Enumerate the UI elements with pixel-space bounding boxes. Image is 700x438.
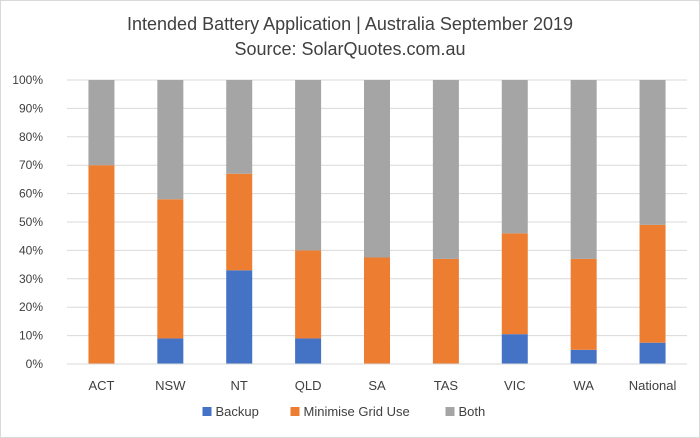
bar-minimise-grid-use-wa — [570, 258, 597, 350]
x-tick-label: WA — [573, 378, 594, 393]
bar-both-wa — [570, 80, 597, 259]
legend-swatch-both — [445, 407, 455, 416]
bar-backup-vic — [501, 334, 528, 364]
bar-minimise-grid-use-tas — [432, 258, 459, 364]
y-tick-label: 50% — [19, 215, 43, 229]
bar-both-nt — [226, 80, 253, 174]
y-tick-label: 70% — [19, 158, 43, 172]
bar-both-nsw — [157, 80, 184, 200]
legend-label-backup: Backup — [216, 404, 259, 419]
legend: Backup Minimise Grid Use Both — [202, 404, 486, 419]
bar-both-national — [639, 80, 666, 225]
y-tick-label: 90% — [19, 101, 43, 115]
y-tick-label: 100% — [12, 73, 43, 87]
legend-swatch-minimise-grid-use — [290, 407, 300, 416]
y-tick-label: 0% — [26, 357, 44, 371]
bar-both-qld — [295, 80, 322, 251]
bar-both-tas — [432, 80, 459, 259]
x-tick-label: National — [629, 378, 677, 393]
y-tick-label: 30% — [19, 272, 43, 286]
x-tick-label: ACT — [88, 378, 114, 393]
bar-minimise-grid-use-qld — [295, 250, 322, 339]
y-tick-label: 60% — [19, 187, 43, 201]
bar-both-vic — [501, 80, 528, 234]
bar-minimise-grid-use-act — [88, 165, 115, 364]
bar-backup-national — [639, 342, 666, 364]
bar-backup-nsw — [157, 338, 184, 364]
bar-backup-nt — [226, 270, 253, 364]
x-tick-label: TAS — [434, 378, 459, 393]
x-tick-label: QLD — [295, 378, 322, 393]
bar-minimise-grid-use-vic — [501, 233, 528, 335]
bar-minimise-grid-use-sa — [364, 257, 390, 364]
x-tick-label: NT — [231, 378, 248, 393]
x-tick-label: NSW — [155, 378, 186, 393]
y-tick-label: 40% — [19, 243, 43, 257]
y-tick-label: 80% — [19, 130, 43, 144]
x-axis-categories: ACT NSW NT QLD SA TAS VIC WA National — [88, 378, 676, 393]
legend-label-minimise-grid-use: Minimise Grid Use — [304, 404, 410, 419]
y-axis-ticks: 0% 10% 20% 30% 40% 50% 60% 70% 80% 90% 100% — [12, 73, 43, 371]
x-tick-label: VIC — [504, 378, 526, 393]
y-tick-label: 10% — [19, 329, 43, 343]
bar-minimise-grid-use-national — [639, 224, 666, 343]
bar-both-act — [88, 80, 115, 166]
chart-subtitle: Source: SolarQuotes.com.au — [234, 39, 465, 59]
y-tick-label: 20% — [19, 300, 43, 314]
bar-both-sa — [364, 80, 390, 258]
bar-minimise-grid-use-nsw — [157, 199, 184, 339]
x-tick-label: SA — [368, 378, 386, 393]
bar-backup-qld — [295, 338, 322, 364]
bars — [88, 80, 666, 364]
legend-swatch-backup — [202, 407, 212, 416]
legend-label-both: Both — [459, 404, 486, 419]
bar-backup-wa — [570, 349, 597, 364]
bar-minimise-grid-use-nt — [226, 173, 253, 271]
chart-title: Intended Battery Application | Australia… — [127, 14, 573, 34]
